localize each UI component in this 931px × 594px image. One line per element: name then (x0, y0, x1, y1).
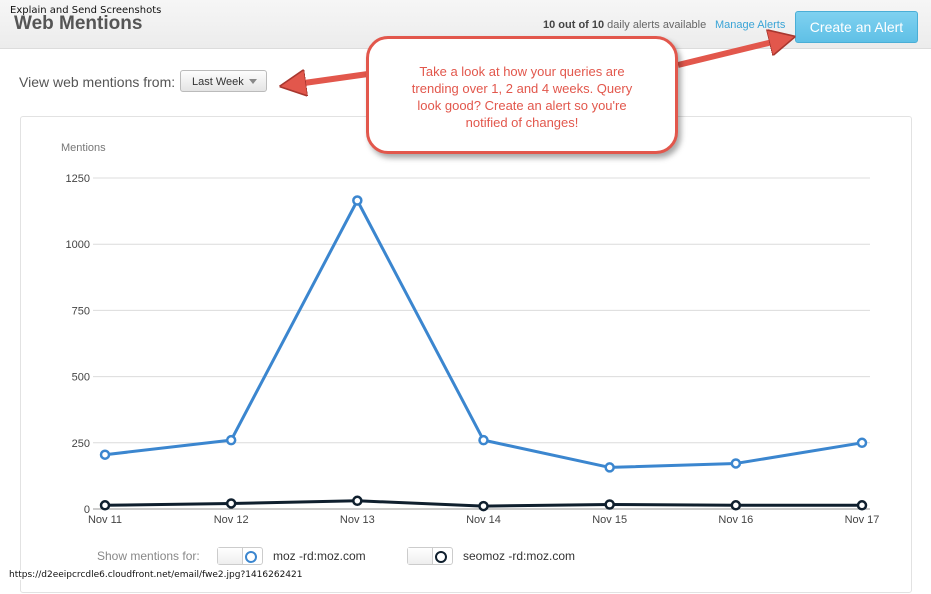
series-marker-icon (435, 551, 447, 563)
toggle-seomoz-series[interactable] (407, 547, 453, 565)
toggle-knob (218, 548, 243, 564)
alerts-count-text: daily alerts available (604, 19, 707, 31)
x-tick-label: Nov 13 (340, 514, 375, 526)
y-tick-label: 0 (84, 504, 90, 516)
x-tick-label: Nov 12 (214, 514, 249, 526)
alerts-count-value: 10 out of 10 (543, 19, 605, 31)
y-axis-title: Mentions (61, 142, 106, 154)
chevron-down-icon (249, 79, 257, 84)
screenshot-url: https://d2eeipcrcdle6.cloudfront.net/ema… (9, 570, 303, 580)
series-1-point (856, 500, 868, 511)
annotation-callout: Take a look at how your queries are tren… (366, 36, 682, 158)
series-0-point (604, 462, 615, 473)
legend-label: Show mentions for: (97, 549, 200, 563)
chart-panel (20, 116, 912, 593)
series-0-point (352, 195, 363, 206)
create-alert-button[interactable]: Create an Alert (795, 11, 918, 43)
series-1-point (352, 495, 363, 507)
series-marker-icon (245, 551, 257, 563)
manage-alerts-link[interactable]: Manage Alerts (715, 19, 786, 31)
y-tick-label: 750 (72, 305, 90, 317)
series-1-point (478, 500, 489, 512)
series-line-0 (104, 199, 863, 469)
x-tick-label: Nov 14 (466, 514, 501, 526)
series-1-point (604, 499, 615, 510)
series-0-point (478, 434, 489, 446)
daily-alerts-status: 10 out of 10 daily alerts available (543, 19, 706, 31)
y-tick-label: 1000 (66, 239, 90, 251)
series-0-point (99, 449, 111, 460)
x-tick-label: Nov 16 (718, 514, 753, 526)
y-tick-label: 250 (72, 438, 90, 450)
period-dropdown[interactable]: Last Week (180, 70, 267, 92)
series-0-point (225, 434, 237, 446)
view-mentions-label: View web mentions from: (19, 74, 176, 90)
legend-series-seomoz: seomoz -rd:moz.com (463, 549, 576, 563)
toggle-knob (408, 548, 433, 564)
series-0-point (730, 458, 742, 469)
screenshot-extension-label: Explain and Send Screenshots (10, 5, 162, 16)
series-1-point (730, 500, 742, 511)
series-1-point (99, 500, 111, 511)
page-title: Web Mentions (14, 13, 143, 34)
legend-series-moz: moz -rd:moz.com (273, 549, 366, 563)
series-1-point (225, 498, 237, 509)
period-dropdown-value: Last Week (192, 76, 244, 88)
toggle-moz-series[interactable] (217, 547, 263, 565)
annotation-callout-text: Take a look at how your queries are tren… (366, 36, 678, 154)
x-tick-label: Nov 17 (845, 514, 880, 526)
x-tick-label: Nov 11 (88, 514, 122, 526)
series-0-point (856, 437, 868, 449)
y-tick-label: 1250 (66, 173, 90, 185)
x-tick-label: Nov 15 (592, 514, 627, 526)
y-tick-label: 500 (72, 372, 90, 384)
